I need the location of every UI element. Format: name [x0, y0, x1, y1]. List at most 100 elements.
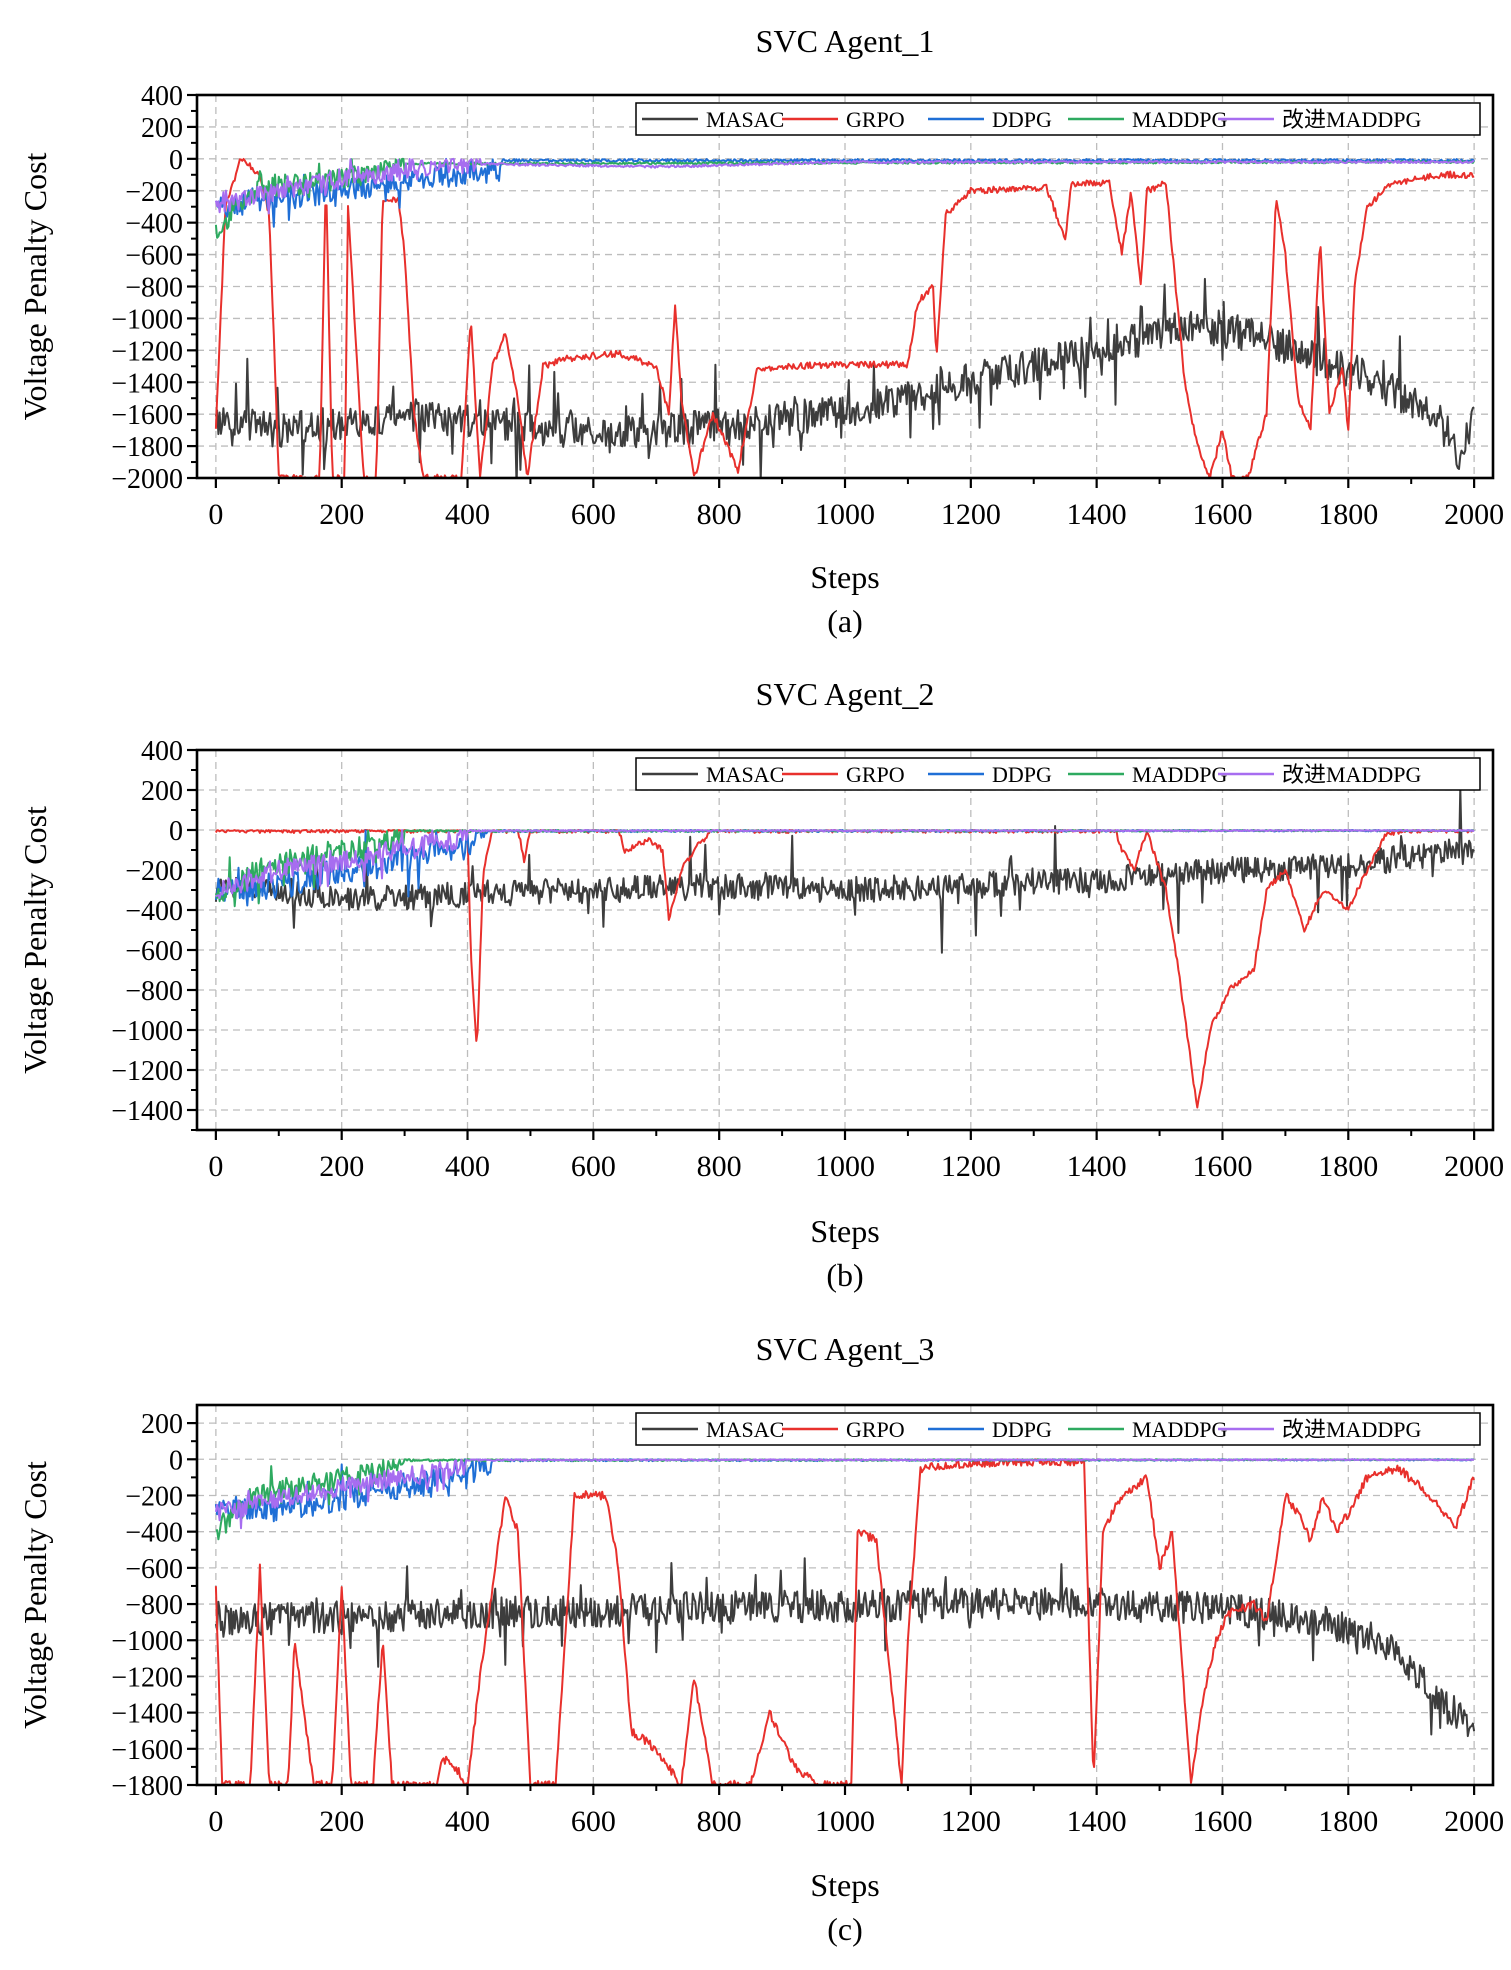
- x-tick-label: 600: [571, 1150, 616, 1183]
- x-axis: 0 200 400 600 800 1000 1200 1400 1600 1800 2000: [208, 478, 1504, 531]
- y-tick-label: 200: [141, 113, 183, 144]
- y-tick-label: −1800: [111, 1771, 183, 1802]
- x-tick-label: 1200: [941, 498, 1001, 531]
- y-tick-label: −600: [125, 241, 183, 272]
- x-tick-label: 600: [571, 1805, 616, 1838]
- x-tick-label: 1600: [1192, 498, 1252, 531]
- y-axis-label: Voltage Penalty Cost: [17, 1461, 53, 1729]
- legend-label-3: MADDPG: [1132, 1417, 1227, 1442]
- y-axis: 400 200 0 −200 −400 −600 −800 −1000 −1200 −1400: [111, 736, 197, 1131]
- x-tick-label: 2000: [1444, 1805, 1504, 1838]
- y-tick-label: −2000: [111, 464, 183, 495]
- y-tick-label: −1400: [111, 1096, 183, 1127]
- series-lines: [214, 157, 1475, 478]
- y-axis-label: Voltage Penalty Cost: [17, 152, 53, 420]
- legend-box: [635, 757, 1481, 791]
- x-tick-label: 600: [571, 498, 616, 531]
- y-tick-label: −400: [125, 1518, 183, 1549]
- panel-caption: (c): [827, 1911, 863, 1947]
- chart-panel-2: SVC Agent_2 0 200 400 600 800 1000 1200 1400 1600…: [17, 676, 1504, 1293]
- y-axis-label: Voltage Penalty Cost: [17, 806, 53, 1074]
- y-tick-label: −200: [125, 177, 183, 208]
- plot-frame: [195, 748, 1495, 1132]
- y-tick-label: −1000: [111, 1626, 183, 1657]
- y-tick-label: 0: [169, 145, 183, 176]
- legend-label-1: GRPO: [846, 107, 905, 132]
- y-tick-label: −1000: [111, 1016, 183, 1047]
- y-axis: 200 0 −200 −400 −600 −800 −1000 −1200 −1400 −1600…: [111, 1409, 197, 1802]
- y-tick-label: −1200: [111, 1662, 183, 1693]
- x-tick-label: 2000: [1444, 498, 1504, 531]
- series-line-4: [214, 1458, 1475, 1530]
- series-line-3: [214, 157, 1475, 239]
- legend-box: [635, 1412, 1481, 1446]
- legend-label-1: GRPO: [846, 1417, 905, 1442]
- legend-box: [635, 102, 1481, 136]
- x-axis-label: Steps: [810, 1213, 879, 1249]
- y-tick-label: 200: [141, 776, 183, 807]
- series-line-0: [214, 1557, 1476, 1738]
- y-tick-label: −1400: [111, 1699, 183, 1730]
- x-tick-label: 800: [697, 498, 742, 531]
- x-tick-label: 400: [445, 1150, 490, 1183]
- x-axis: 0 200 400 600 800 1000 1200 1400 1600 1800 2000: [208, 1130, 1504, 1183]
- legend: MASAC GRPO DDPG MADDPG 改进MADDPG: [635, 1412, 1481, 1446]
- series-line-0: [214, 786, 1475, 954]
- y-tick-label: 0: [169, 816, 183, 847]
- legend-label-3: MADDPG: [1132, 762, 1227, 787]
- legend-label-1: GRPO: [846, 762, 905, 787]
- x-tick-label: 0: [208, 1150, 223, 1183]
- x-tick-label: 1400: [1067, 1150, 1127, 1183]
- series-lines: [214, 786, 1475, 1109]
- series-line-0: [214, 277, 1475, 478]
- x-axis: 0 200 400 600 800 1000 1200 1400 1600 1800 2000: [208, 1785, 1504, 1838]
- x-tick-label: 1800: [1318, 1805, 1378, 1838]
- x-tick-label: 400: [445, 1805, 490, 1838]
- x-tick-label: 400: [445, 498, 490, 531]
- x-tick-label: 1400: [1067, 498, 1127, 531]
- legend-label-0: MASAC: [706, 1417, 784, 1442]
- y-tick-label: −600: [125, 1554, 183, 1585]
- legend-label-0: MASAC: [706, 107, 784, 132]
- chart-title: SVC Agent_3: [756, 1331, 935, 1367]
- x-tick-label: 1600: [1192, 1805, 1252, 1838]
- panel-caption: (a): [827, 603, 863, 639]
- y-axis: 4002000−200−400−600−800−1000−1200−1400−1…: [111, 81, 197, 495]
- x-tick-label: 1200: [941, 1805, 1001, 1838]
- y-tick-label: 400: [141, 81, 183, 112]
- y-tick-label: −1400: [111, 368, 183, 399]
- y-tick-label: −1200: [111, 1056, 183, 1087]
- x-tick-label: 0: [208, 1805, 223, 1838]
- y-tick-label: −400: [125, 209, 183, 240]
- x-tick-label: 800: [697, 1150, 742, 1183]
- y-tick-label: −800: [125, 1590, 183, 1621]
- legend: MASAC GRPO DDPG MADDPG 改进MADDPG: [635, 102, 1481, 136]
- y-tick-label: 0: [169, 1445, 183, 1476]
- legend-label-4: 改进MADDPG: [1282, 107, 1421, 132]
- y-tick-label: −800: [125, 273, 183, 304]
- series-line-4: [214, 157, 1475, 215]
- y-tick-label: −200: [125, 1481, 183, 1512]
- y-tick-label: −1600: [111, 1735, 183, 1766]
- x-tick-label: 1000: [815, 498, 875, 531]
- chart-title: SVC Agent_1: [756, 23, 935, 59]
- chart-title: SVC Agent_2: [756, 676, 935, 712]
- legend-label-2: DDPG: [992, 107, 1052, 132]
- y-tick-label: 400: [141, 736, 183, 767]
- x-tick-label: 200: [319, 1805, 364, 1838]
- y-tick-label: −1600: [111, 400, 183, 431]
- x-tick-label: 1600: [1192, 1150, 1252, 1183]
- legend-label-2: DDPG: [992, 762, 1052, 787]
- y-tick-label: −1200: [111, 336, 183, 367]
- x-axis-label: Steps: [810, 1867, 879, 1903]
- x-tick-label: 1200: [941, 1150, 1001, 1183]
- y-tick-label: −200: [125, 856, 183, 887]
- series-line-4: [215, 829, 1475, 899]
- y-tick-label: −600: [125, 936, 183, 967]
- x-tick-label: 0: [208, 498, 223, 531]
- y-tick-label: −1000: [111, 304, 183, 335]
- gridlines: [197, 1405, 1493, 1786]
- y-tick-label: −1800: [111, 432, 183, 463]
- legend-label-3: MADDPG: [1132, 107, 1227, 132]
